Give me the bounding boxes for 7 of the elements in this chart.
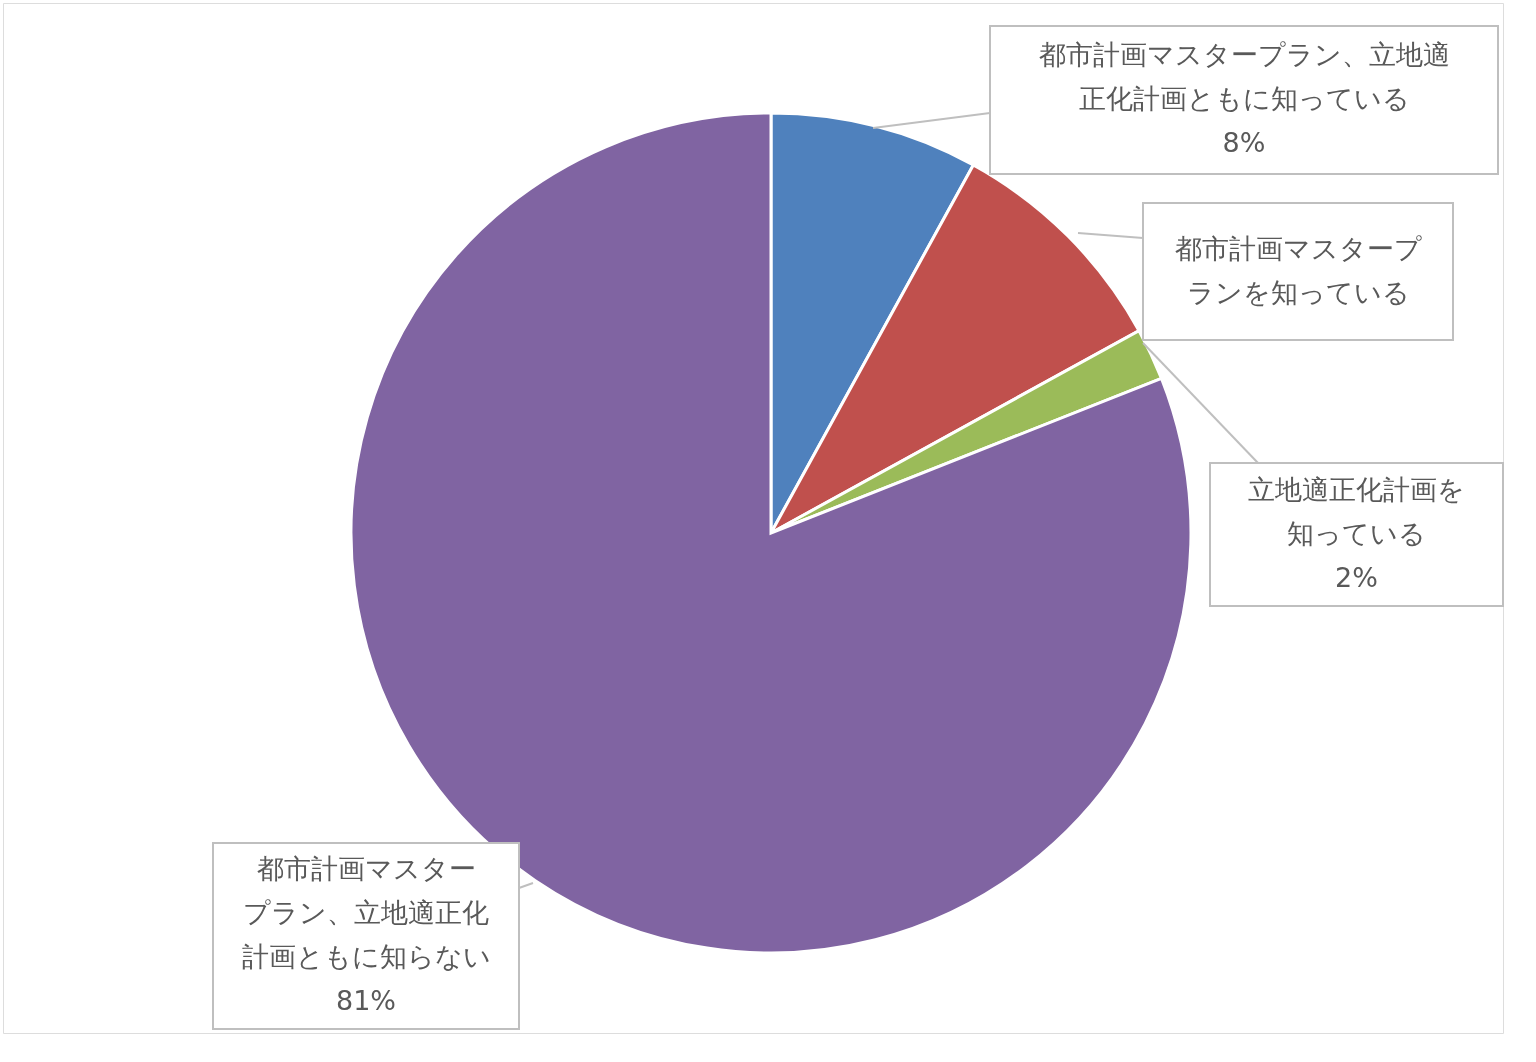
slice-label: 都市計画マスタープランを知っている (1174, 232, 1422, 308)
slice-label: 都市計画マスタープラン、立地適正化計画ともに知らない (241, 853, 491, 972)
slice-label: 立地適正化計画を知っている (1248, 473, 1465, 549)
data-label: 8% (1222, 127, 1266, 158)
data-label: 81% (335, 985, 397, 1016)
data-label: 2% (1335, 561, 1378, 593)
slice-label: 都市計画マスタープラン、立地適正化計画ともに知っている (1038, 39, 1450, 114)
